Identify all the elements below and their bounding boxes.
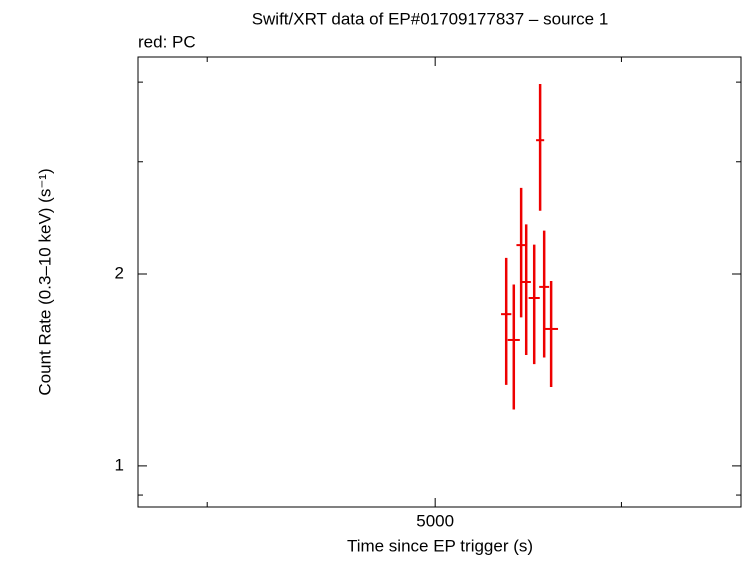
x-axis-label: Time since EP trigger (s): [347, 536, 533, 555]
y-tick-label: 2: [115, 263, 124, 282]
chart-title: Swift/XRT data of EP#01709177837 – sourc…: [252, 9, 609, 28]
y-axis-label: Count Rate (0.3–10 keV) (s⁻¹): [35, 168, 54, 395]
y-tick-label: 1: [115, 455, 124, 474]
chart-subtitle: red: PC: [138, 32, 196, 51]
x-tick-label: 5000: [416, 511, 454, 530]
plot-frame: [137, 56, 742, 508]
